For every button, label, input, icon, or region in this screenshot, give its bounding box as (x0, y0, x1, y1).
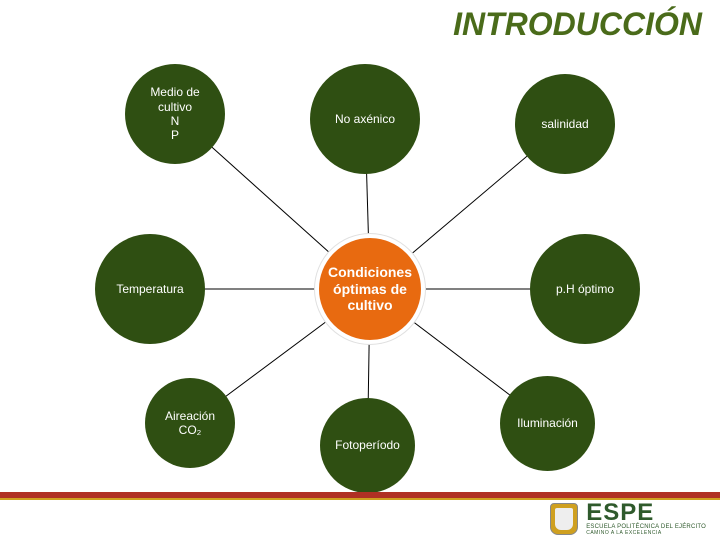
node-temperatura: Temperatura (95, 234, 205, 344)
node-aireacion: AireaciónCO₂ (145, 378, 235, 468)
node-center: Condicionesóptimas decultivo (315, 234, 425, 344)
node-medio: Medio decultivoNP (125, 64, 225, 164)
footer-divider (0, 492, 720, 498)
page-title: INTRODUCCIÓN (453, 6, 702, 43)
node-ph: p.H óptimo (530, 234, 640, 344)
footer-logo: ESPE ESCUELA POLITÉCNICA DEL EJÉRCITO CA… (550, 502, 706, 536)
node-iluminacion: Iluminación (500, 376, 595, 471)
logo-main: ESPE (586, 502, 706, 524)
radial-diagram: Medio decultivoNP No axénico salinidad Temp… (0, 46, 720, 476)
node-noaxenico: No axénico (310, 64, 420, 174)
logo-text: ESPE ESCUELA POLITÉCNICA DEL EJÉRCITO CA… (586, 502, 706, 536)
crest-icon (550, 503, 578, 535)
node-salinidad: salinidad (515, 74, 615, 174)
logo-sub2: CAMINO A LA EXCELENCIA (586, 530, 706, 536)
node-fotoperiodo: Fotoperíodo (320, 398, 415, 493)
